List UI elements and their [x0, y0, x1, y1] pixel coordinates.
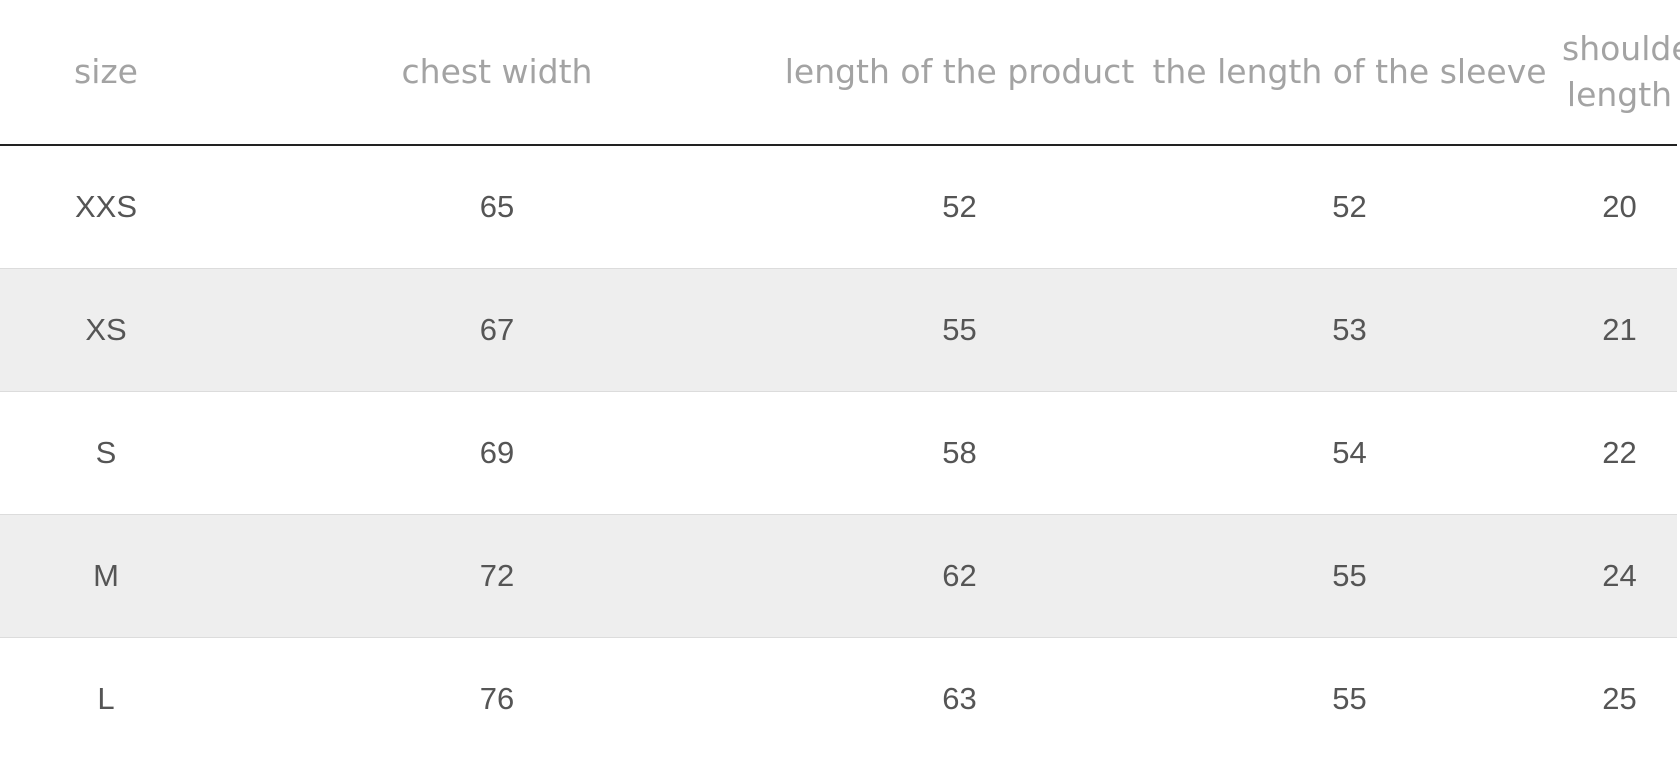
shoulder-length-cell: 21 [1562, 269, 1677, 392]
product-length-cell: 62 [782, 515, 1137, 638]
shoulder-length-cell: 24 [1562, 515, 1677, 638]
chest-width-cell: 76 [212, 638, 782, 760]
size-cell: S [0, 392, 212, 515]
table-row: L 76 63 55 25 [0, 638, 1677, 760]
header-shoulder-length: shoulder length [1562, 0, 1677, 145]
chest-width-cell: 65 [212, 145, 782, 269]
product-length-cell: 55 [782, 269, 1137, 392]
sleeve-length-cell: 52 [1137, 145, 1562, 269]
sleeve-length-cell: 54 [1137, 392, 1562, 515]
header-row: size chest width length of the product t… [0, 0, 1677, 145]
header-chest-width: chest width [212, 0, 782, 145]
table-row: XXS 65 52 52 20 [0, 145, 1677, 269]
shoulder-length-cell: 22 [1562, 392, 1677, 515]
shoulder-length-cell: 25 [1562, 638, 1677, 760]
table-row: M 72 62 55 24 [0, 515, 1677, 638]
size-cell: L [0, 638, 212, 760]
sleeve-length-cell: 55 [1137, 638, 1562, 760]
product-length-cell: 58 [782, 392, 1137, 515]
chest-width-cell: 72 [212, 515, 782, 638]
chest-width-cell: 69 [212, 392, 782, 515]
size-cell: XS [0, 269, 212, 392]
product-length-cell: 63 [782, 638, 1137, 760]
size-cell: M [0, 515, 212, 638]
table-header: size chest width length of the product t… [0, 0, 1677, 145]
header-sleeve-length: the length of the sleeve [1137, 0, 1562, 145]
chest-width-cell: 67 [212, 269, 782, 392]
header-size: size [0, 0, 212, 145]
product-length-cell: 52 [782, 145, 1137, 269]
header-product-length: length of the product [782, 0, 1137, 145]
sleeve-length-cell: 55 [1137, 515, 1562, 638]
sleeve-length-cell: 53 [1137, 269, 1562, 392]
shoulder-length-cell: 20 [1562, 145, 1677, 269]
table-row: S 69 58 54 22 [0, 392, 1677, 515]
table-body: XXS 65 52 52 20 XS 67 55 53 21 S 69 58 5… [0, 145, 1677, 760]
size-cell: XXS [0, 145, 212, 269]
table-row: XS 67 55 53 21 [0, 269, 1677, 392]
